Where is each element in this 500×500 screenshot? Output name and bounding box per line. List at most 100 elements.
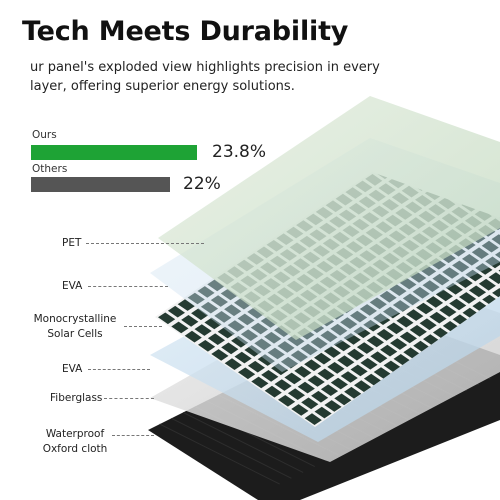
solar-cell — [386, 322, 404, 335]
solar-cell — [297, 381, 315, 394]
solar-cell — [198, 340, 216, 352]
solar-cell — [324, 400, 342, 412]
solar-cell — [337, 355, 355, 368]
solar-cell — [181, 315, 199, 327]
solar-cell — [155, 325, 156, 338]
solar-cell — [131, 294, 148, 306]
solar-cell — [451, 99, 468, 111]
solar-cell — [354, 380, 372, 392]
solar-cell — [314, 406, 332, 419]
solar-cell — [350, 364, 368, 377]
solar-cell — [441, 106, 458, 118]
solar-cell — [327, 362, 345, 374]
solar-cell — [478, 278, 496, 291]
intro-text: ur panel's exploded view highlights prec… — [30, 60, 380, 94]
leader-eva-top — [88, 286, 168, 287]
solar-cell — [459, 292, 477, 304]
solar-cell — [464, 108, 481, 120]
solar-cell — [171, 321, 189, 334]
solar-cell — [340, 371, 358, 383]
solar-cell — [284, 372, 302, 385]
solar-cell — [304, 359, 322, 372]
solar-cell — [155, 296, 172, 309]
ours-bar — [31, 145, 201, 160]
ours-label: Ours — [32, 129, 57, 141]
solar-cell — [177, 299, 195, 311]
oxford-texture-line — [182, 411, 304, 473]
solar-cell — [427, 96, 444, 108]
solar-cell — [204, 317, 222, 330]
others-bar-fill — [31, 177, 171, 192]
leader-pet — [86, 243, 204, 244]
solar-cell — [409, 325, 427, 337]
leader-fiberglass — [104, 398, 154, 399]
solar-cell — [238, 367, 256, 380]
layer-label-fiberglass: Fiberglass — [50, 392, 103, 404]
solar-cell — [122, 301, 139, 313]
solar-cell — [294, 366, 312, 378]
solar-cell — [356, 342, 375, 354]
solar-cell — [492, 288, 500, 300]
solar-cell — [416, 302, 434, 315]
solar-cell — [323, 346, 341, 358]
solar-cell — [251, 376, 269, 389]
solar-cell — [363, 373, 381, 386]
solar-cell — [307, 375, 325, 387]
solar-cell — [488, 272, 500, 284]
solar-cell — [449, 298, 467, 311]
solar-cell — [429, 311, 447, 324]
others-bar — [31, 177, 201, 192]
oxford-texture-line — [159, 423, 280, 485]
solar-cell — [217, 326, 235, 339]
solar-cell — [360, 358, 378, 370]
solar-cell — [301, 397, 319, 410]
leader-cells — [124, 326, 162, 327]
solar-cell — [317, 368, 335, 381]
solar-cell — [311, 390, 329, 403]
layer-label-oxford: Waterproof Oxford cloth — [42, 428, 108, 455]
others-value: 22% — [183, 174, 221, 194]
solar-cell — [247, 360, 265, 373]
layer-label-eva-top: EVA — [62, 280, 83, 292]
solar-cell — [304, 413, 322, 425]
solar-cell — [291, 404, 309, 416]
solar-cell — [314, 352, 332, 365]
solar-cell — [287, 388, 305, 400]
solar-cell — [376, 329, 394, 341]
layer-label-cells: Monocrystalline Solar Cells — [33, 313, 117, 340]
solar-cell — [439, 305, 457, 317]
solar-cell — [435, 289, 453, 302]
leader-oxford — [112, 435, 154, 436]
solar-cell — [231, 335, 249, 348]
ours-bar-fill — [31, 145, 197, 160]
solar-cell — [184, 330, 202, 343]
solar-cell — [347, 348, 365, 361]
oxford-texture-line — [171, 417, 292, 479]
solar-cell — [370, 351, 388, 364]
solar-cell — [396, 315, 414, 328]
solar-cell — [417, 103, 434, 115]
solar-cell — [194, 324, 212, 336]
solar-cell — [426, 296, 444, 308]
solar-cell — [191, 308, 209, 321]
solar-cell — [221, 342, 239, 355]
solar-cell — [135, 310, 152, 322]
solar-cell — [234, 351, 252, 364]
solar-cell — [399, 331, 417, 344]
solar-cell — [261, 370, 279, 382]
pet-layer — [158, 96, 500, 340]
solar-cell — [477, 117, 494, 129]
solar-cell — [155, 287, 159, 300]
solar-cell — [274, 379, 292, 391]
solar-cell — [366, 335, 384, 348]
solar-cell — [278, 395, 296, 407]
solar-cell — [344, 386, 362, 399]
solar-cell — [406, 309, 424, 321]
solar-cell — [390, 338, 408, 350]
solar-cell — [330, 377, 348, 390]
solar-cell — [334, 393, 352, 406]
solar-cell — [211, 349, 229, 361]
solar-cell — [244, 345, 262, 357]
